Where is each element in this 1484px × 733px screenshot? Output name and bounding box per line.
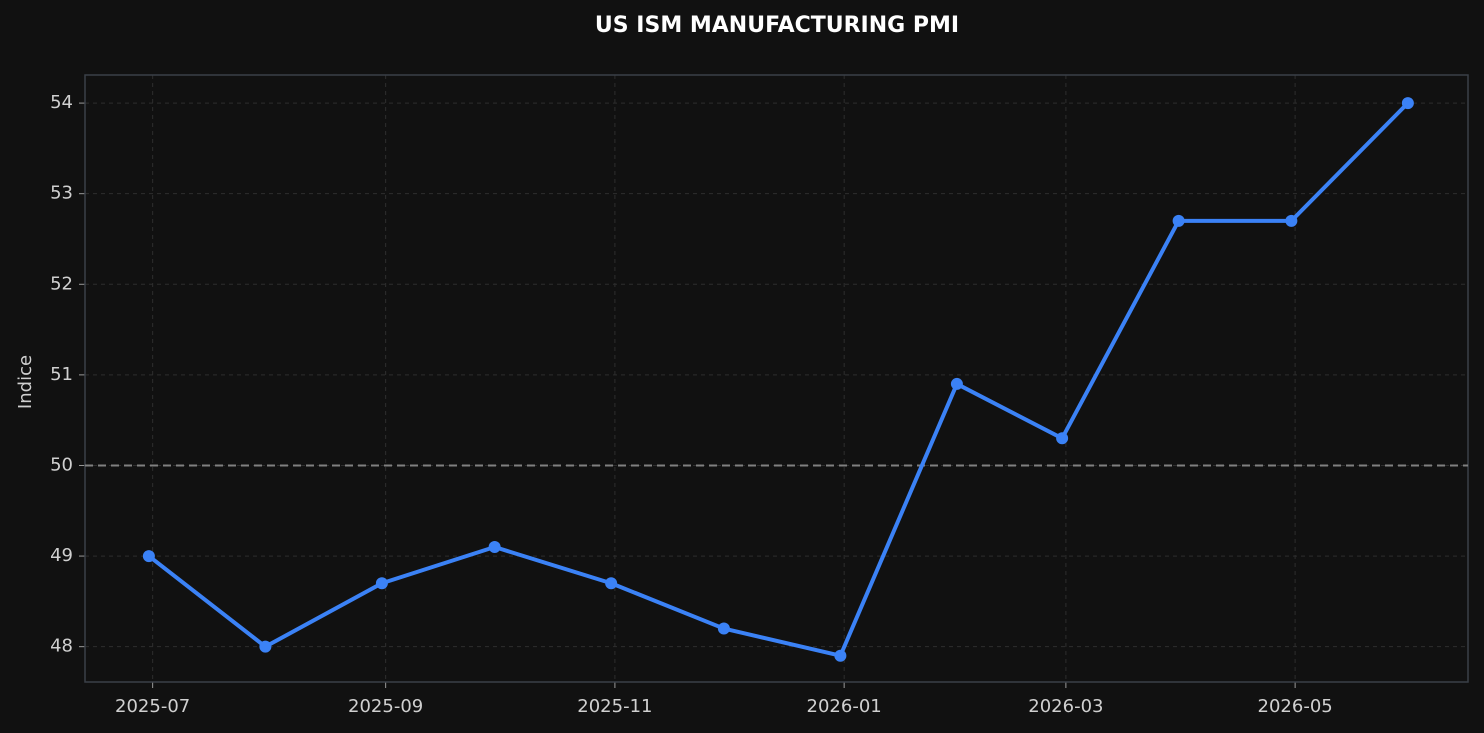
y-tick-label: 48 <box>50 636 73 657</box>
y-tick-label: 51 <box>50 364 73 385</box>
x-tick-label: 2026-01 <box>807 696 882 717</box>
x-tick-label: 2025-09 <box>348 696 423 717</box>
y-tick-label: 54 <box>50 92 73 113</box>
y-tick-label: 52 <box>50 273 73 294</box>
x-tick-label: 2025-11 <box>577 696 652 717</box>
data-point <box>142 550 155 563</box>
plot-frame <box>84 74 1469 683</box>
data-point <box>605 577 618 590</box>
data-point <box>950 377 963 390</box>
data-line <box>147 101 1410 658</box>
y-tick-label: 49 <box>50 545 73 566</box>
data-point <box>488 541 501 554</box>
x-tick-label: 2026-05 <box>1258 696 1333 717</box>
data-point <box>1401 97 1414 110</box>
y-axis-label: Indice <box>15 355 36 409</box>
x-tick-label: 2026-03 <box>1028 696 1103 717</box>
x-tick-label: 2025-07 <box>115 696 190 717</box>
chart-title: US ISM MANUFACTURING PMI <box>595 13 959 38</box>
data-point <box>717 622 730 635</box>
data-point <box>1172 214 1185 227</box>
y-tick-label: 50 <box>50 454 73 475</box>
y-tick-label: 53 <box>50 183 73 204</box>
data-point <box>375 577 388 590</box>
data-point <box>834 649 847 662</box>
data-point <box>259 640 272 653</box>
data-point <box>1285 214 1298 227</box>
data-point <box>1056 432 1069 445</box>
